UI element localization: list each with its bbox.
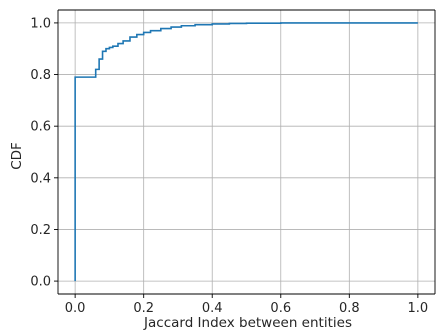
x-tick-label-1: 0.2	[133, 301, 154, 316]
series-group	[74, 22, 418, 282]
cdf-line-0	[74, 22, 418, 282]
axes-group	[57, 9, 436, 295]
y-tick-label-3: 0.6	[30, 120, 51, 135]
ticks-group: 0.0 0.2 0.4 0.6 0.8 1.0 0.0 0.2 0.4 0.6 0.8 1.0	[30, 16, 428, 316]
x-tick-label-5: 1.0	[408, 301, 429, 316]
x-tick-label-3: 0.6	[270, 301, 291, 316]
y-tick-label-1: 0.2	[30, 223, 51, 238]
x-tick-label-2: 0.4	[202, 301, 223, 316]
y-tick-label-2: 0.4	[30, 171, 51, 186]
y-tick-label-5: 1.0	[30, 16, 51, 31]
x-tick-label-4: 0.8	[339, 301, 360, 316]
y-tick-label-0: 0.0	[30, 275, 51, 290]
x-tick-label-0: 0.0	[65, 301, 86, 316]
y-axis-label: CDF	[9, 142, 25, 170]
grid-lines	[58, 10, 435, 294]
x-axis-label: Jaccard Index between entities	[143, 315, 352, 331]
y-tick-label-4: 0.8	[30, 68, 51, 83]
